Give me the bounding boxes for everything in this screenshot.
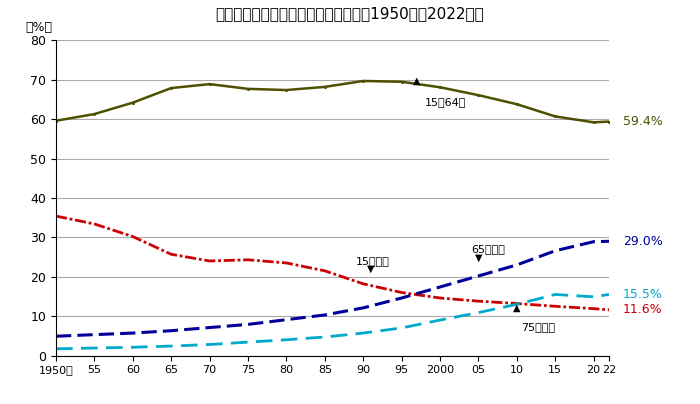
Text: 65歳以上: 65歳以上 (470, 244, 505, 254)
Text: 29.0%: 29.0% (623, 235, 663, 248)
Text: 59.4%: 59.4% (623, 115, 663, 128)
Text: ▼: ▼ (368, 263, 374, 274)
Text: 15.5%: 15.5% (623, 288, 663, 301)
Text: 図３　年齢区分別人口の割合の推移（1950年～2022年）: 図３ 年齢区分別人口の割合の推移（1950年～2022年） (216, 6, 484, 21)
Text: 11.6%: 11.6% (623, 303, 662, 316)
Text: 75歳以上: 75歳以上 (521, 322, 554, 332)
Text: 15歳未満: 15歳未満 (356, 256, 389, 266)
Text: ▲: ▲ (413, 76, 421, 86)
Text: 15～64歳: 15～64歳 (425, 97, 466, 107)
Text: （%）: （%） (26, 21, 52, 34)
Text: ▼: ▼ (475, 253, 482, 263)
Text: ▲: ▲ (513, 303, 521, 313)
